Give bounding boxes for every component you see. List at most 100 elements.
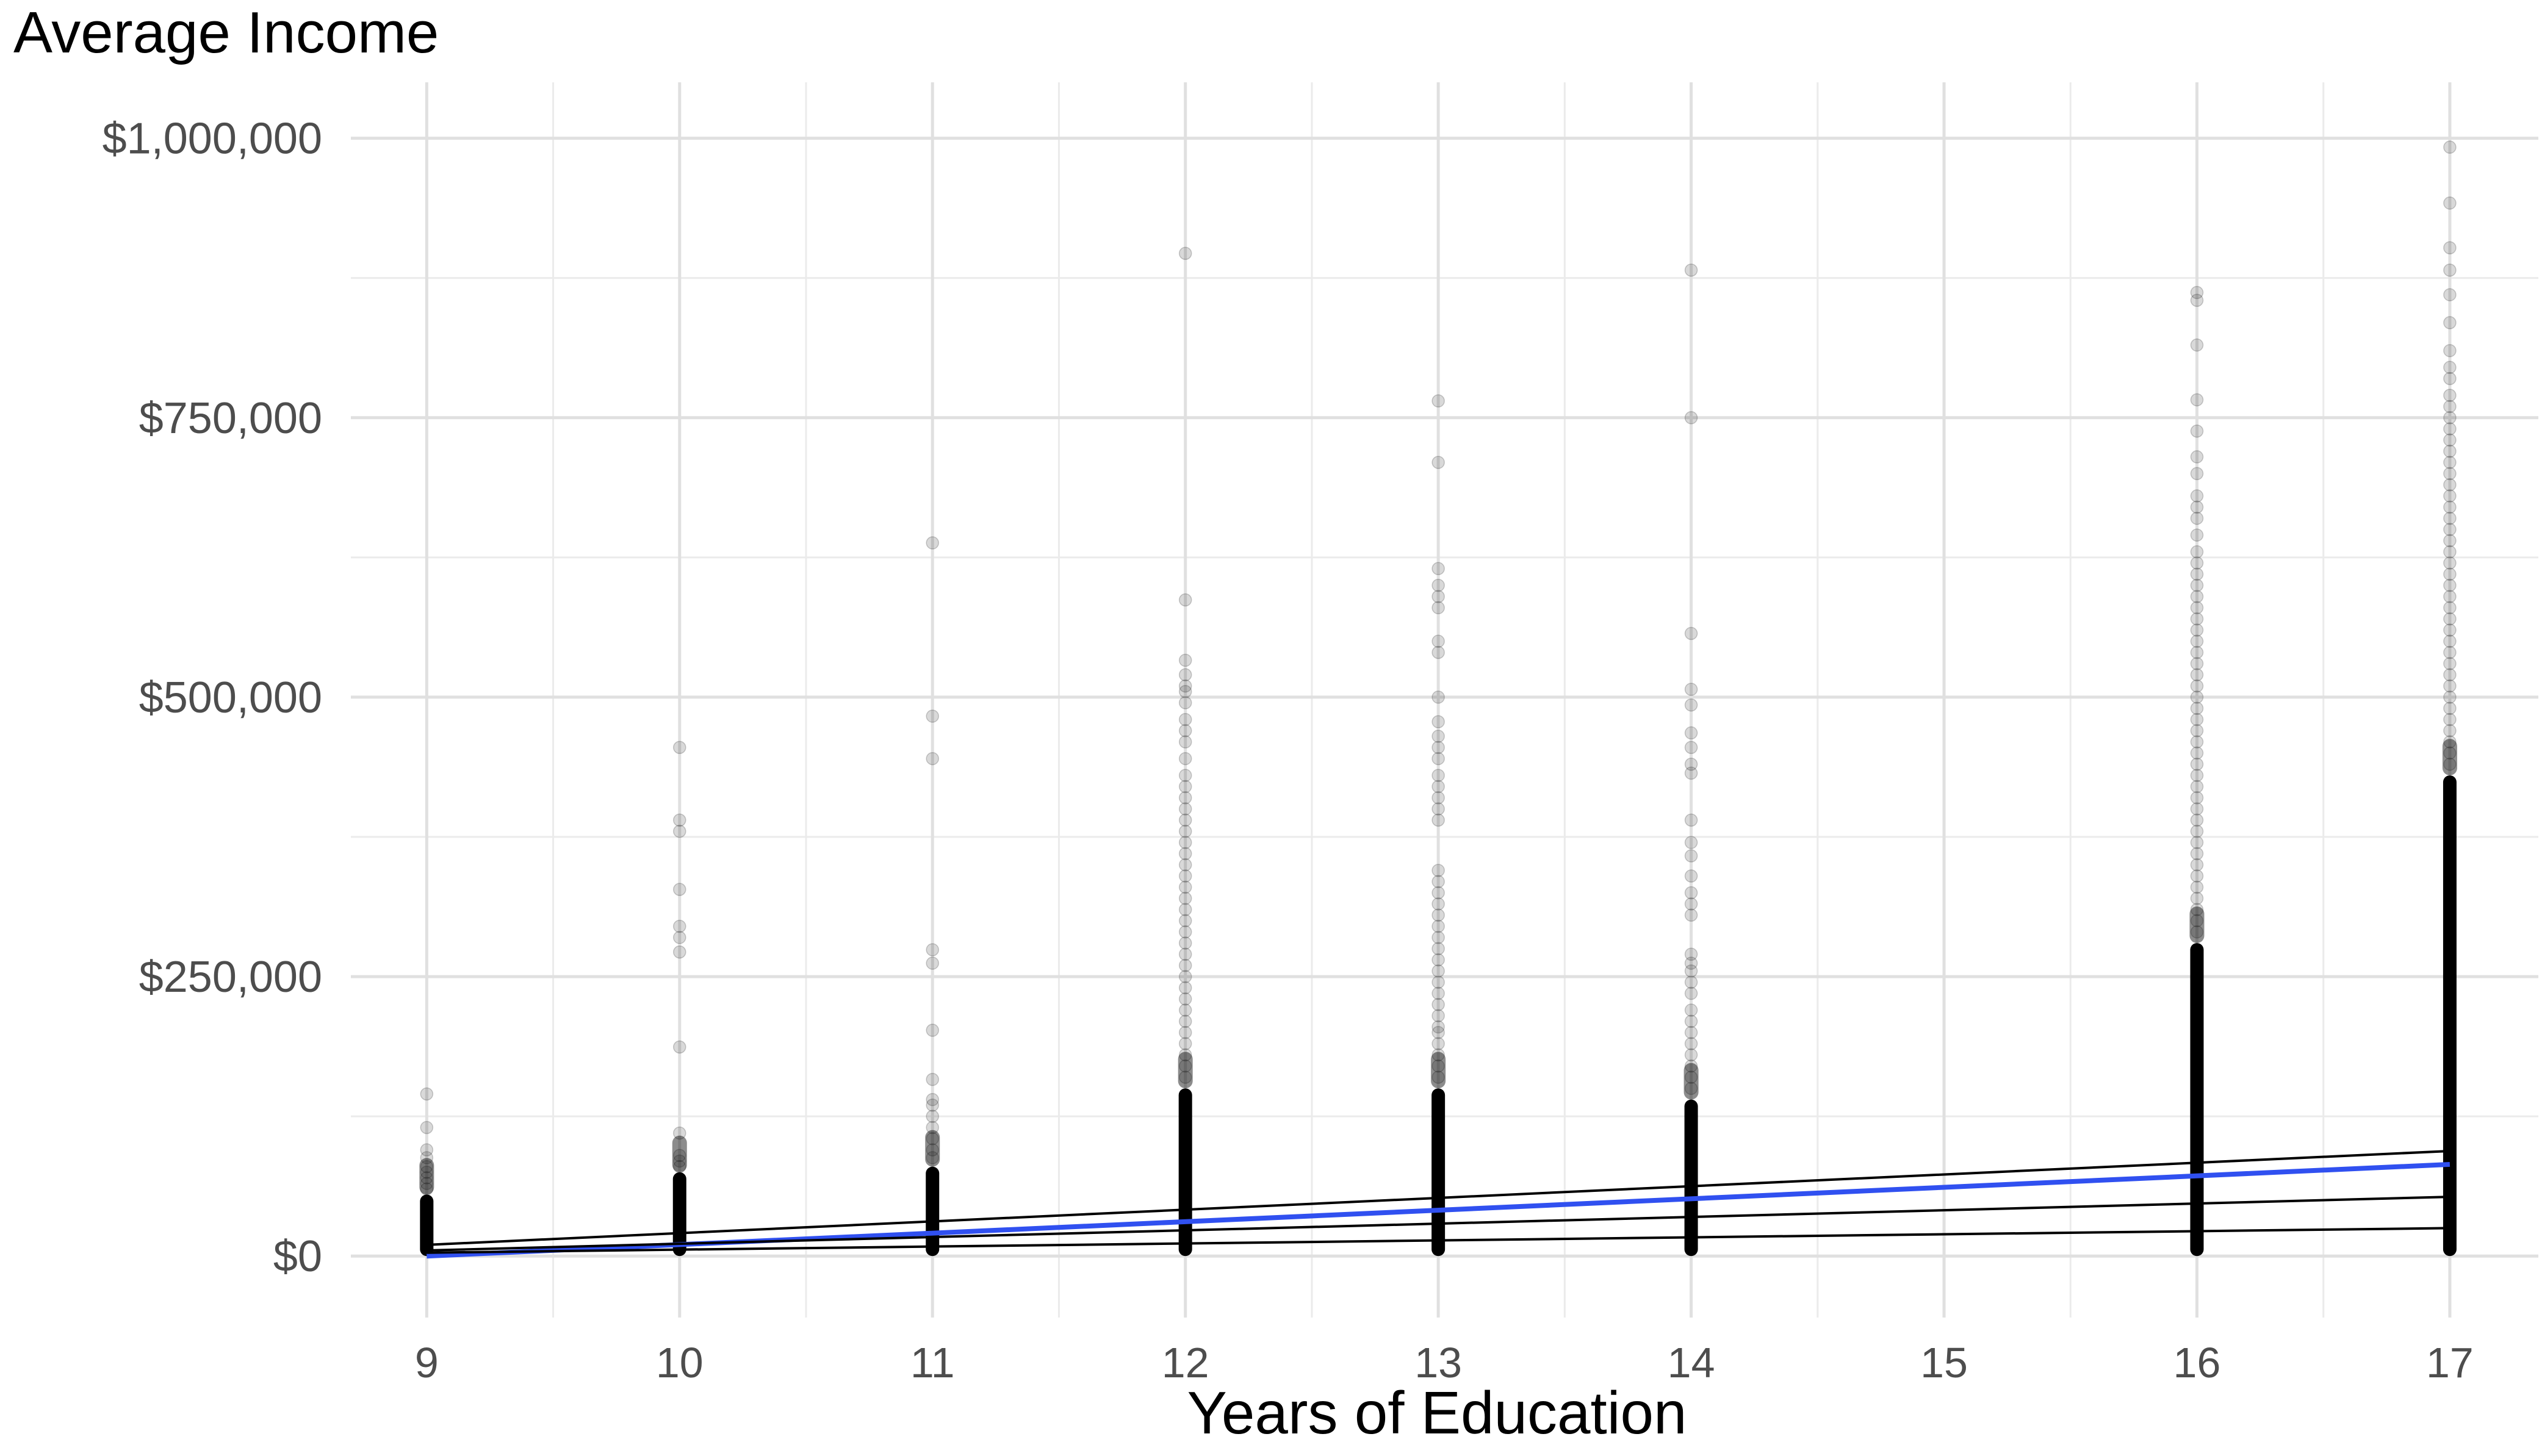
data-point — [673, 883, 686, 896]
data-point — [1178, 1003, 1192, 1017]
data-point — [2190, 601, 2204, 615]
data-point — [2190, 836, 2204, 849]
data-point — [1684, 908, 1698, 922]
data-point — [1684, 1025, 1698, 1039]
data-point — [1431, 645, 1445, 659]
data-point — [2190, 802, 2204, 816]
data-point — [1431, 942, 1445, 955]
data-point — [1178, 1048, 1192, 1062]
data-point — [2443, 578, 2457, 592]
data-point — [1431, 998, 1445, 1011]
data-point — [1431, 1020, 1445, 1034]
data-point — [2190, 623, 2204, 637]
data-point — [1178, 869, 1192, 883]
data-point — [926, 1110, 939, 1123]
data-point — [2443, 701, 2457, 715]
x-tick-label: 9 — [415, 1339, 439, 1386]
dense-points-fade — [419, 1158, 434, 1195]
data-point — [2190, 338, 2204, 352]
data-point — [1431, 986, 1445, 1000]
data-point — [2190, 425, 2204, 438]
data-point — [2443, 196, 2457, 210]
data-point — [1178, 593, 1192, 607]
data-point — [1684, 1070, 1698, 1084]
data-point — [2190, 769, 2204, 782]
data-point — [1178, 696, 1192, 709]
data-point — [673, 945, 686, 959]
data-point — [1684, 897, 1698, 911]
data-point — [1431, 964, 1445, 978]
chart-title: Average Income — [13, 0, 439, 65]
data-point — [1684, 1003, 1698, 1017]
data-point — [2190, 511, 2204, 525]
data-point — [2443, 241, 2457, 254]
dense-points-column — [926, 1166, 940, 1257]
data-point — [2443, 400, 2457, 414]
data-point — [2190, 293, 2204, 307]
data-point — [1431, 751, 1445, 766]
data-point — [1431, 562, 1445, 575]
data-point — [1178, 970, 1192, 983]
data-point — [1684, 964, 1698, 978]
data-point — [2190, 645, 2204, 659]
data-point — [926, 1024, 939, 1037]
x-tick-label: 10 — [656, 1339, 704, 1386]
dense-points-fade — [1178, 1052, 1193, 1089]
data-point — [1178, 802, 1192, 816]
dense-points-column — [672, 1172, 686, 1257]
data-point — [420, 1151, 434, 1164]
data-point — [2190, 758, 2204, 771]
dense-points-fade — [2442, 739, 2457, 776]
data-point — [1684, 698, 1698, 712]
data-point — [1684, 264, 1698, 277]
dense-points-fade — [1683, 1063, 1699, 1100]
data-point — [2190, 880, 2204, 894]
data-point — [2190, 634, 2204, 648]
data-point — [926, 1143, 939, 1157]
tick-labels: 9 10 11 12 13 14 15 16 17 $0 $250,000 $500,000 $750,… — [103, 115, 2474, 1386]
data-point — [926, 1121, 939, 1135]
data-point — [1431, 456, 1445, 469]
data-point — [2443, 556, 2457, 570]
data-point — [2443, 360, 2457, 375]
data-point — [2443, 489, 2457, 503]
data-point — [2190, 791, 2204, 805]
data-point — [2443, 657, 2457, 670]
data-point — [1431, 634, 1445, 648]
data-point — [2190, 500, 2204, 514]
grid — [351, 82, 2538, 1318]
data-point — [1431, 975, 1445, 989]
data-point — [2190, 393, 2204, 407]
data-point — [1684, 683, 1698, 696]
data-point — [2190, 858, 2204, 872]
data-point — [2190, 668, 2204, 682]
data-points — [419, 140, 2457, 1257]
data-point — [2443, 735, 2457, 748]
data-point — [1431, 1070, 1445, 1084]
data-point — [1178, 847, 1192, 861]
data-point — [420, 1143, 434, 1157]
data-point — [2443, 467, 2457, 481]
data-point — [2443, 724, 2457, 737]
data-point — [673, 1149, 686, 1163]
data-point — [1178, 653, 1192, 667]
dense-points-column — [1431, 1088, 1446, 1257]
data-point — [1178, 1014, 1192, 1028]
x-tick-label: 14 — [1668, 1339, 1715, 1386]
series-line — [427, 1227, 2450, 1254]
data-point — [2443, 758, 2457, 771]
x-tick-label: 11 — [910, 1339, 955, 1386]
data-point — [420, 1087, 434, 1101]
data-point — [1178, 825, 1192, 838]
data-point — [1684, 849, 1698, 862]
data-point — [2443, 422, 2457, 436]
data-point — [673, 813, 686, 827]
data-point — [1178, 880, 1192, 894]
data-point — [420, 1171, 434, 1185]
data-point — [1178, 992, 1192, 1006]
data-point — [1431, 864, 1445, 877]
data-point — [2190, 578, 2204, 592]
data-point — [1178, 925, 1192, 939]
x-tick-label: 13 — [1414, 1339, 1462, 1386]
data-point — [1178, 1059, 1192, 1073]
